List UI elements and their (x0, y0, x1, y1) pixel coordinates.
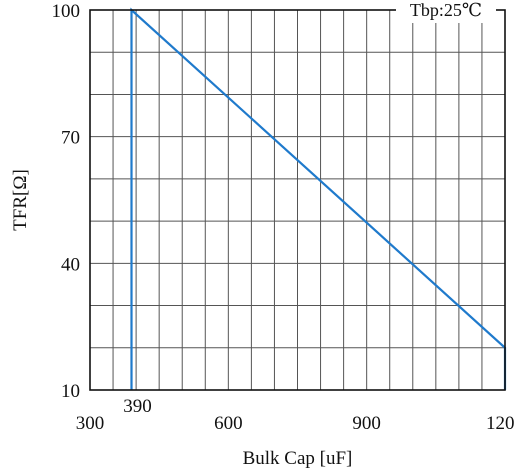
y-tick-label-100: 100 (52, 1, 81, 22)
y-tick-label-10: 10 (61, 381, 80, 402)
y-tick-label-70: 70 (61, 128, 80, 149)
x-tick-label-300: 300 (76, 413, 105, 434)
x-tick-label-600: 600 (214, 413, 243, 434)
x-tick-label-900: 900 (352, 413, 381, 434)
x-axis-label: Bulk Cap [uF] (243, 448, 353, 469)
x-tick-label-390: 390 (123, 396, 152, 417)
plot-frame (89, 9, 506, 391)
tick-labels: 300 600 900 1200 10 40 70 100 (52, 1, 515, 434)
annotation-background (396, 0, 496, 23)
grid-lines (90, 10, 505, 390)
x-tick-label-1200: 1200 (486, 413, 515, 434)
annotation-text: Tbp:25℃ (410, 0, 482, 20)
y-axis-label: TFR[Ω] (10, 169, 31, 231)
y-tick-label-40: 40 (61, 254, 80, 275)
series-line (130, 7, 507, 390)
